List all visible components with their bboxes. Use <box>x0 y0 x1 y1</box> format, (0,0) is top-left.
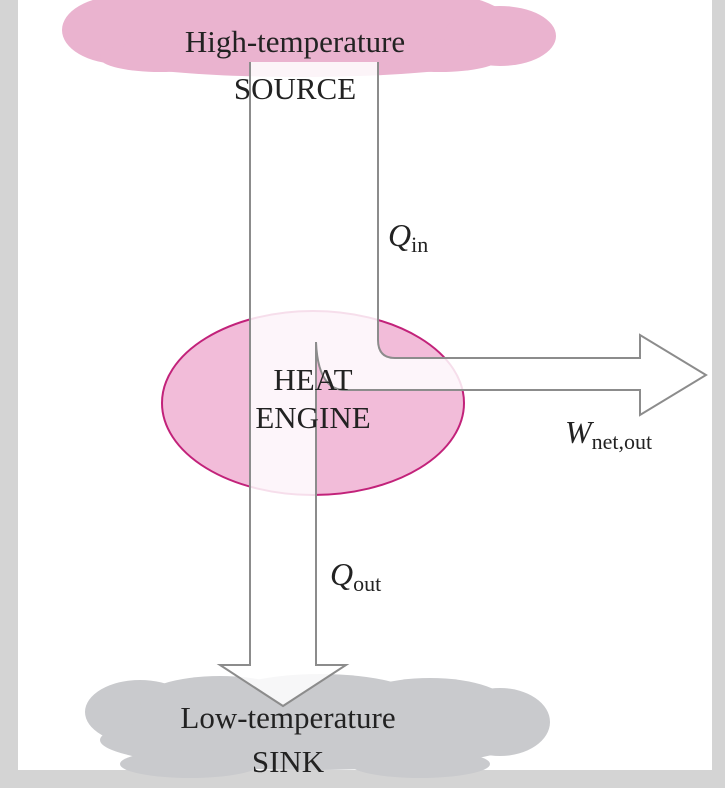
symbol: W <box>565 414 595 450</box>
source-label: High-temperature <box>185 24 405 59</box>
sink-label: Low-temperature <box>180 700 395 735</box>
work-out-label: Wnet,out <box>565 414 652 454</box>
subscript: in <box>411 232 428 257</box>
subscript: out <box>353 571 381 596</box>
symbol: Q <box>330 556 353 592</box>
heat-in-label: Qin <box>388 217 428 257</box>
engine-label: ENGINE <box>255 400 370 435</box>
sink-label: SINK <box>252 744 325 779</box>
symbol: Q <box>388 217 411 253</box>
energy-flow-arrow <box>216 62 708 708</box>
heat-out-label: Qout <box>330 556 381 596</box>
source-cloud <box>62 0 556 77</box>
subscript: net,out <box>592 429 653 454</box>
engine-label: HEAT <box>273 362 352 397</box>
source-label: SOURCE <box>234 71 356 106</box>
